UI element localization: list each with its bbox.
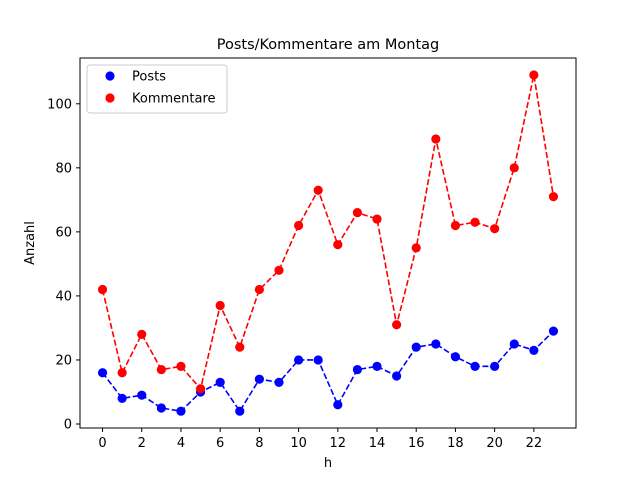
data-point-kommentare	[293, 220, 304, 231]
data-point-posts	[490, 361, 500, 371]
data-point-kommentare	[97, 284, 108, 295]
data-point-posts	[313, 355, 323, 365]
data-point-kommentare	[548, 192, 559, 202]
legend-label-posts: Posts	[132, 70, 166, 85]
x-tick-label: 0	[98, 436, 106, 451]
data-point-posts	[411, 342, 421, 352]
data-point-posts	[470, 361, 480, 371]
data-point-kommentare	[215, 300, 225, 311]
data-point-kommentare	[470, 217, 480, 227]
data-point-posts	[97, 368, 108, 378]
data-point-kommentare	[411, 243, 421, 253]
data-point-kommentare	[333, 240, 343, 250]
data-point-kommentare	[372, 214, 382, 224]
x-axis-label: h	[324, 456, 332, 471]
legend-box	[86, 64, 228, 114]
x-tick-label: 12	[330, 436, 347, 451]
axes-frame	[79, 57, 577, 429]
x-tick-label: 20	[486, 436, 503, 451]
y-tick-label: 40	[55, 289, 72, 304]
data-point-kommentare	[313, 185, 323, 195]
y-tick-label: 20	[55, 353, 72, 368]
data-point-kommentare	[195, 384, 206, 394]
data-point-posts	[274, 377, 284, 387]
data-point-posts	[450, 352, 461, 362]
y-tick-label: 80	[55, 161, 72, 176]
data-point-posts	[352, 364, 363, 375]
y-tick-label: 100	[47, 97, 72, 112]
data-point-kommentare	[254, 284, 264, 295]
plot-area	[97, 70, 559, 416]
data-point-posts	[156, 403, 166, 413]
legend-label-kommentare: Kommentare	[132, 92, 216, 107]
data-point-kommentare	[274, 265, 284, 275]
data-point-posts	[137, 390, 147, 400]
legend-marker-posts	[105, 71, 115, 81]
data-point-kommentare	[490, 224, 500, 234]
data-point-kommentare	[352, 208, 363, 218]
data-point-posts	[215, 377, 225, 387]
data-point-kommentare	[176, 361, 186, 371]
data-point-posts	[529, 345, 539, 355]
legend-marker-kommentare	[105, 93, 115, 103]
legend: Posts Kommentare	[86, 64, 228, 114]
data-point-kommentare	[450, 220, 461, 231]
data-point-kommentare	[392, 320, 402, 330]
x-tick-label: 2	[138, 436, 146, 451]
y-axis-label: Anzahl	[23, 221, 38, 265]
data-point-posts	[117, 393, 127, 403]
x-axis: 0 2 4 6 8 10 12 14 16 18 20 22	[98, 428, 542, 451]
y-tick-label: 60	[55, 225, 72, 240]
data-point-posts	[176, 406, 186, 416]
chart-title: Posts/Kommentare am Montag	[217, 37, 440, 53]
x-tick-label: 10	[290, 436, 307, 451]
data-point-posts	[509, 339, 519, 349]
data-point-posts	[548, 326, 559, 336]
x-tick-label: 14	[369, 436, 386, 451]
data-point-posts	[235, 406, 245, 416]
data-point-kommentare	[509, 163, 519, 173]
data-point-kommentare	[156, 364, 166, 375]
y-axis: 0 20 40 60 80 100	[47, 97, 80, 432]
x-tick-label: 16	[408, 436, 425, 451]
x-tick-label: 6	[216, 436, 224, 451]
data-point-kommentare	[529, 70, 539, 80]
x-tick-label: 8	[255, 436, 263, 451]
data-point-posts	[392, 371, 402, 381]
data-point-kommentare	[431, 134, 441, 144]
data-point-posts	[431, 339, 441, 349]
x-tick-label: 22	[526, 436, 543, 451]
data-point-posts	[372, 361, 382, 371]
data-point-kommentare	[137, 329, 147, 339]
data-point-posts	[293, 355, 304, 365]
data-point-posts	[254, 374, 264, 384]
data-point-posts	[333, 400, 343, 410]
x-tick-label: 4	[177, 436, 185, 451]
y-tick-label: 0	[64, 417, 72, 432]
x-tick-label: 18	[447, 436, 464, 451]
data-point-kommentare	[235, 342, 245, 352]
data-point-kommentare	[117, 368, 127, 378]
